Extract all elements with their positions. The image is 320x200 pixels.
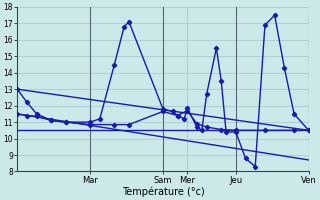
X-axis label: Température (°c): Température (°c) xyxy=(122,186,204,197)
